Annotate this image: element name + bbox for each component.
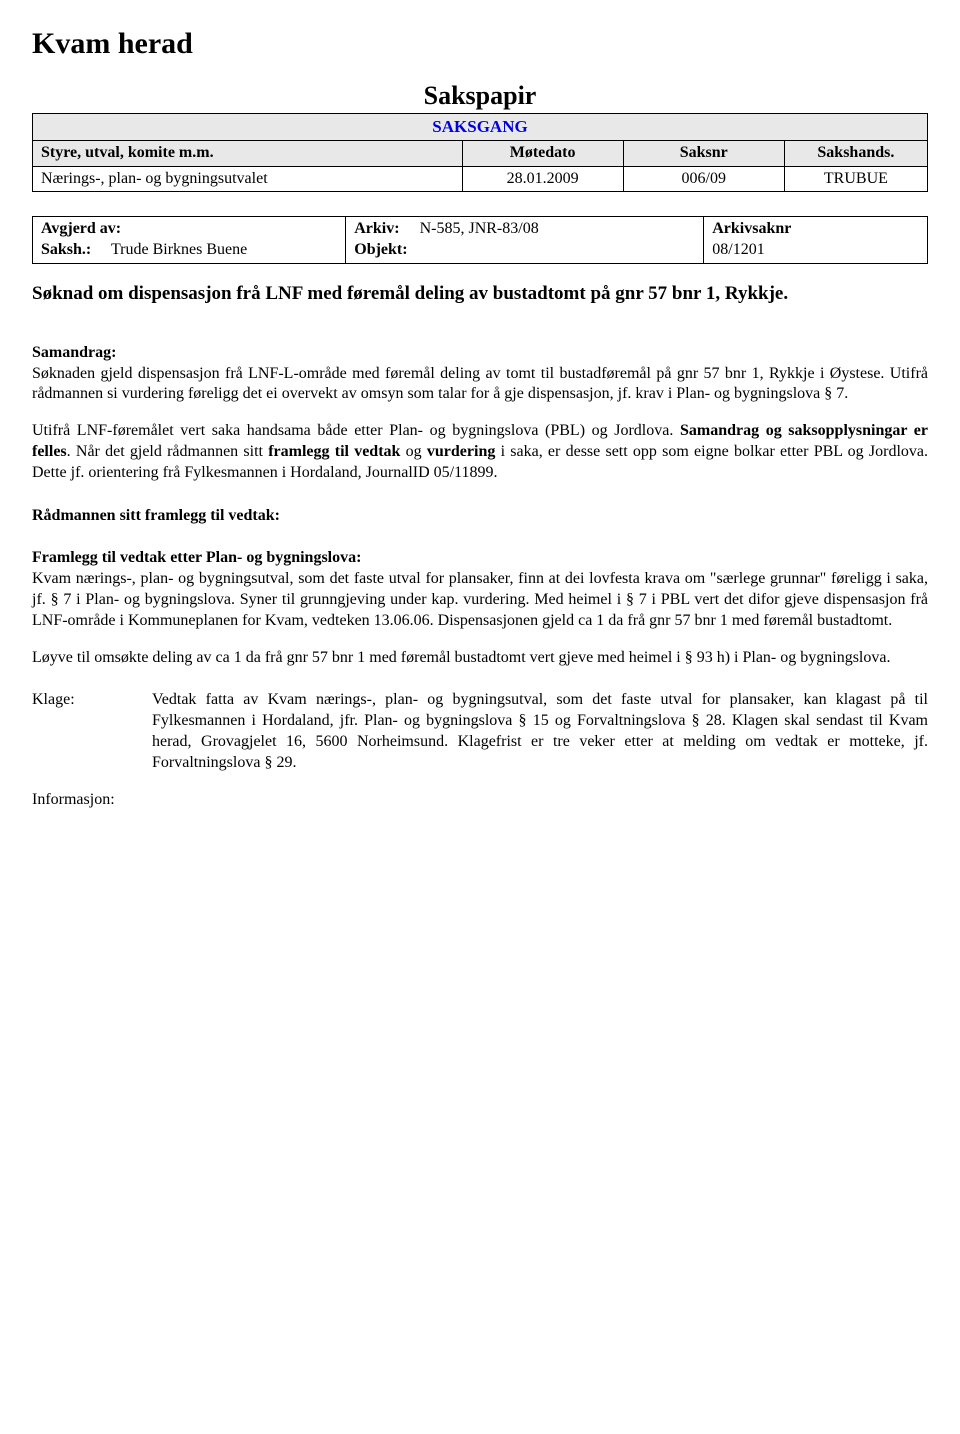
arkiv-label: Arkiv: — [354, 220, 399, 237]
framlegg-p2: Løyve til omsøkte deling av ca 1 da frå … — [32, 648, 928, 669]
avgjerd-table: Avgjerd av: Saksh.: Trude Birknes Buene … — [32, 216, 928, 264]
avgjerd-cell-mid: Arkiv: N-585, JNR-83/08 Objekt: — [346, 217, 704, 264]
samandrag-p1: Søknaden gjeld dispensasjon frå LNF-L-om… — [32, 364, 928, 406]
informasjon-label: Informasjon: — [32, 790, 928, 811]
saksh-label: Saksh.: — [41, 241, 91, 258]
samandrag-p2-mid2: og — [400, 443, 426, 460]
saksgang-val-saksnr: 006/09 — [623, 166, 784, 192]
klage-body: Vedtak fatta av Kvam nærings-, plan- og … — [152, 690, 928, 773]
radmann-label: Rådmannen sitt framlegg til vedtak: — [32, 506, 928, 527]
arkivsaknr-label: Arkivsaknr — [712, 220, 791, 237]
saksgang-col-styre: Styre, utval, komite m.m. — [33, 140, 463, 166]
saksgang-header: SAKSGANG — [33, 113, 928, 140]
klage-label: Klage: — [32, 690, 152, 773]
objekt-label: Objekt: — [354, 241, 407, 258]
saksgang-col-saksnr: Saksnr — [623, 140, 784, 166]
samandrag-label: Samandrag: — [32, 343, 928, 364]
framlegg-section: Framlegg til vedtak etter Plan- og bygni… — [32, 548, 928, 668]
saksgang-val-sakshands: TRUBUE — [784, 166, 927, 192]
framlegg-p1: Kvam nærings-, plan- og bygningsutval, s… — [32, 569, 928, 631]
avgjerd-label: Avgjerd av: — [41, 220, 121, 237]
samandrag-p2-bold3: vurdering — [427, 443, 495, 460]
page-title-sub: Sakspapir — [32, 79, 928, 113]
avgjerd-cell-left: Avgjerd av: Saksh.: Trude Birknes Buene — [33, 217, 346, 264]
samandrag-p2-pre: Utifrå LNF-føremålet vert saka handsama … — [32, 422, 680, 439]
klage-section: Klage: Vedtak fatta av Kvam nærings-, pl… — [32, 690, 928, 773]
samandrag-section: Samandrag: Søknaden gjeld dispensasjon f… — [32, 343, 928, 484]
saksgang-val-styre: Nærings-, plan- og bygningsutvalet — [33, 166, 463, 192]
document-title: Søknad om dispensasjon frå LNF med førem… — [32, 282, 928, 307]
avgjerd-cell-right: Arkivsaknr 08/1201 — [704, 217, 928, 264]
saksh-name: Trude Birknes Buene — [111, 241, 247, 258]
arkivsaknr-value: 08/1201 — [712, 241, 764, 258]
saksgang-table: SAKSGANG Styre, utval, komite m.m. Møted… — [32, 113, 928, 193]
saksgang-col-sakshands: Sakshands. — [784, 140, 927, 166]
arkiv-value: N-585, JNR-83/08 — [420, 220, 539, 237]
samandrag-p2: Utifrå LNF-føremålet vert saka handsama … — [32, 421, 928, 483]
samandrag-p2-bold2: framlegg til vedtak — [268, 443, 400, 460]
saksgang-val-motedato: 28.01.2009 — [462, 166, 623, 192]
radmann-section: Rådmannen sitt framlegg til vedtak: — [32, 506, 928, 527]
samandrag-p2-mid: . Når det gjeld rådmannen sitt — [67, 443, 269, 460]
saksgang-col-motedato: Møtedato — [462, 140, 623, 166]
framlegg-label: Framlegg til vedtak etter Plan- og bygni… — [32, 548, 928, 569]
page-title-main: Kvam herad — [32, 24, 928, 63]
